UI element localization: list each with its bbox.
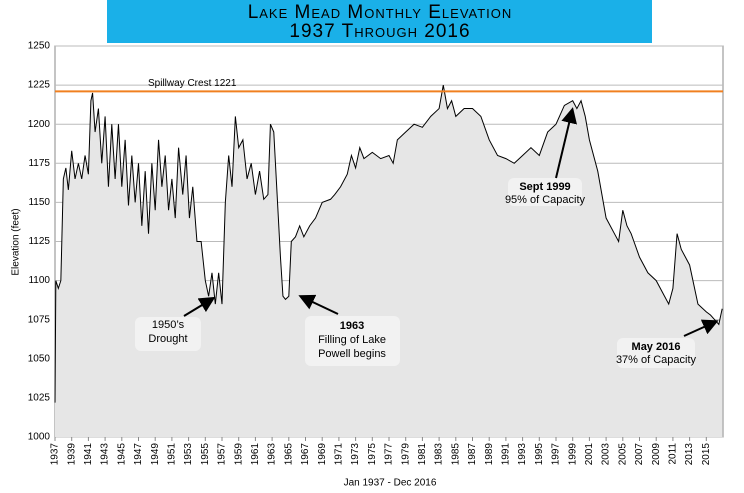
x-tick-label: 1973: [350, 443, 361, 466]
x-tick-label: 1991: [501, 443, 512, 466]
arrow: [683, 319, 719, 337]
y-tick-label: 1025: [28, 393, 51, 404]
x-tick-label: 1951: [167, 443, 178, 466]
x-tick-label: 2013: [684, 443, 695, 466]
x-tick-label: 1955: [200, 443, 211, 466]
x-tick-label: 1943: [100, 443, 111, 466]
title-box: [107, 0, 652, 43]
x-tick-label: 1993: [517, 443, 528, 466]
x-tick-label: 2005: [617, 443, 628, 466]
x-tick-label: 1949: [150, 443, 161, 466]
annotations: 1950’s Drought 1963 Filling of Lake Powell b…: [135, 107, 719, 368]
annotation-text: 95% of Capacity: [505, 194, 586, 206]
x-tick-label: 1959: [233, 443, 244, 466]
y-axis-title: Elevation (feet): [11, 208, 22, 275]
arrow: [183, 296, 216, 317]
annotation-text: 1963: [340, 320, 364, 332]
x-tick-label: 1999: [567, 443, 578, 466]
x-tick-label: 1975: [367, 443, 378, 466]
annotation-text: Filling of Lake: [318, 334, 386, 346]
x-tick-label: 1939: [66, 443, 77, 466]
annotation-text: Drought: [148, 333, 187, 345]
x-tick-label: 2001: [584, 443, 595, 466]
x-tick-label: 2011: [668, 443, 679, 465]
y-tick-label: 1225: [28, 80, 51, 91]
annotation-text: Powell begins: [318, 348, 386, 360]
annotation-text: May 2016: [632, 341, 681, 353]
x-tick-label: 2009: [651, 443, 662, 466]
y-tick-label: 1150: [28, 197, 50, 208]
x-tick-label: 1963: [267, 443, 278, 466]
x-tick-label: 1995: [534, 443, 545, 466]
x-tick-label: 1981: [417, 443, 428, 466]
arrow: [555, 107, 577, 179]
x-tick-label: 1967: [300, 443, 311, 466]
x-tick-label: 2003: [601, 443, 612, 466]
x-tick-label: 1965: [283, 443, 294, 466]
arrow: [298, 294, 339, 315]
y-tick-label: 1100: [28, 275, 50, 286]
x-tick-label: 1941: [83, 443, 94, 466]
y-tick-label: 1050: [28, 353, 51, 364]
y-tick-label: 1250: [28, 41, 51, 52]
x-tick-label: 1987: [467, 443, 478, 466]
x-tick-label: 2007: [634, 443, 645, 466]
x-tick-label: 1947: [133, 443, 144, 466]
area-fill: [55, 85, 723, 437]
y-tick-label: 1175: [28, 158, 50, 169]
plot: 1000 1025 1050 1075 1100 1125 1150 1175 1200 1225…: [28, 41, 724, 466]
reference-label: Spillway Crest 1221: [148, 78, 237, 89]
annotation-box: [617, 338, 695, 368]
x-tick-label: 1953: [183, 443, 194, 466]
chart-subtitle: 1937 Through 2016: [289, 21, 470, 42]
x-tick-label: 2015: [701, 443, 712, 466]
x-tick-label: 1937: [50, 443, 61, 466]
annotation-text: Sept 1999: [519, 181, 570, 193]
x-tick-label: 1983: [434, 443, 445, 466]
annotation-box: [305, 316, 400, 366]
x-tick-label: 1961: [250, 443, 261, 466]
x-tick-label: 1969: [317, 443, 328, 466]
annotation-text: 1950’s: [152, 319, 185, 331]
x-tick-label: 1979: [400, 443, 411, 466]
chart-title: Lake Mead Monthly Elevation: [248, 2, 513, 23]
x-tick-label: 1997: [551, 443, 562, 466]
x-tick-label: 1971: [334, 443, 345, 466]
annotation-text: 37% of Capacity: [616, 354, 697, 366]
x-tick-label: 1957: [217, 443, 228, 466]
line: [54, 85, 723, 403]
y-tick-label: 1200: [28, 119, 51, 130]
y-tick-label: 1125: [28, 236, 50, 247]
x-tick-label: 1977: [384, 443, 395, 466]
y-tick-label: 1000: [28, 432, 51, 443]
annotation-box: [508, 178, 582, 206]
x-tick-label: 1985: [450, 443, 461, 466]
annotation-box: [135, 317, 201, 351]
x-tick-label: 1945: [116, 443, 127, 466]
x-tick-label: 1989: [484, 443, 495, 466]
x-axis-title: Jan 1937 - Dec 2016: [344, 478, 437, 489]
y-tick-label: 1075: [28, 314, 51, 325]
